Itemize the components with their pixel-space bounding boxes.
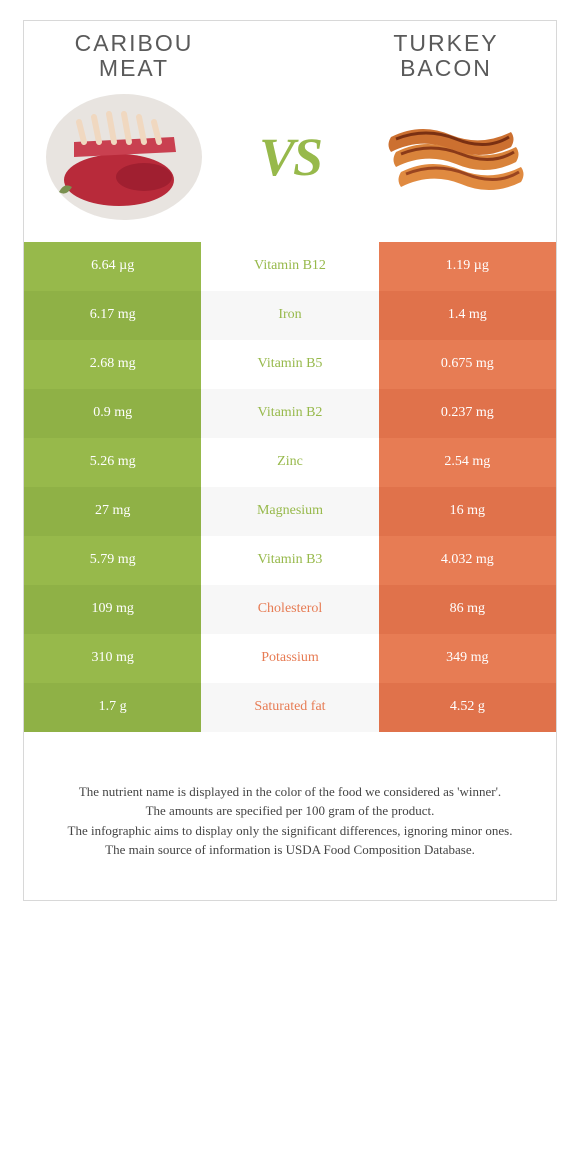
vs-label: VS [259, 126, 321, 188]
value-left: 6.64 µg [24, 242, 201, 291]
value-right: 4.52 g [379, 683, 556, 732]
table-row: 0.9 mgVitamin B20.237 mg [24, 389, 556, 438]
nutrient-name: Vitamin B5 [201, 340, 378, 389]
header: CARIBOU MEAT TURKEY BACON [24, 21, 556, 82]
value-left: 27 mg [24, 487, 201, 536]
value-left: 109 mg [24, 585, 201, 634]
table-row: 109 mgCholesterol86 mg [24, 585, 556, 634]
value-right: 4.032 mg [379, 536, 556, 585]
footnotes: The nutrient name is displayed in the co… [24, 732, 556, 900]
table-row: 5.79 mgVitamin B34.032 mg [24, 536, 556, 585]
value-right: 0.237 mg [379, 389, 556, 438]
footnote-line: The nutrient name is displayed in the co… [54, 782, 526, 802]
table-row: 6.17 mgIron1.4 mg [24, 291, 556, 340]
value-left: 0.9 mg [24, 389, 201, 438]
food-right-title: TURKEY BACON [356, 31, 536, 82]
nutrient-name: Potassium [201, 634, 378, 683]
value-left: 5.79 mg [24, 536, 201, 585]
value-left: 1.7 g [24, 683, 201, 732]
food-left-title: CARIBOU MEAT [44, 31, 224, 82]
comparison-card: CARIBOU MEAT TURKEY BACON VS [23, 20, 557, 901]
nutrient-name: Iron [201, 291, 378, 340]
value-right: 1.19 µg [379, 242, 556, 291]
table-row: 2.68 mgVitamin B50.675 mg [24, 340, 556, 389]
footnote-line: The infographic aims to display only the… [54, 821, 526, 841]
value-left: 5.26 mg [24, 438, 201, 487]
value-right: 349 mg [379, 634, 556, 683]
table-row: 27 mgMagnesium16 mg [24, 487, 556, 536]
footnote-line: The main source of information is USDA F… [54, 840, 526, 860]
nutrient-name: Zinc [201, 438, 378, 487]
value-right: 2.54 mg [379, 438, 556, 487]
nutrient-name: Vitamin B2 [201, 389, 378, 438]
nutrient-name: Vitamin B12 [201, 242, 378, 291]
images-row: VS [24, 82, 556, 242]
nutrient-name: Vitamin B3 [201, 536, 378, 585]
table-row: 1.7 gSaturated fat4.52 g [24, 683, 556, 732]
table-row: 5.26 mgZinc2.54 mg [24, 438, 556, 487]
value-left: 310 mg [24, 634, 201, 683]
nutrient-name: Cholesterol [201, 585, 378, 634]
food-left-image [44, 92, 204, 222]
value-right: 0.675 mg [379, 340, 556, 389]
nutrient-table: 6.64 µgVitamin B121.19 µg6.17 mgIron1.4 … [24, 242, 556, 732]
value-right: 16 mg [379, 487, 556, 536]
value-left: 6.17 mg [24, 291, 201, 340]
table-row: 310 mgPotassium349 mg [24, 634, 556, 683]
value-right: 1.4 mg [379, 291, 556, 340]
value-left: 2.68 mg [24, 340, 201, 389]
nutrient-name: Saturated fat [201, 683, 378, 732]
food-right-image [376, 92, 536, 222]
nutrient-name: Magnesium [201, 487, 378, 536]
footnote-line: The amounts are specified per 100 gram o… [54, 801, 526, 821]
table-row: 6.64 µgVitamin B121.19 µg [24, 242, 556, 291]
value-right: 86 mg [379, 585, 556, 634]
